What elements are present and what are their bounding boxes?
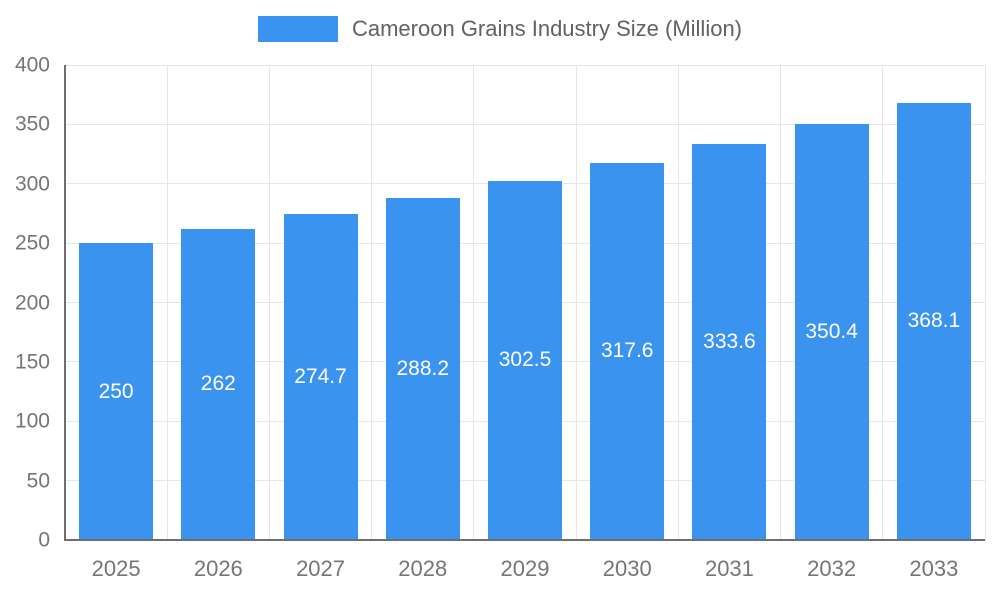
bar-value-label: 317.6 <box>600 339 654 363</box>
x-axis-line <box>64 539 985 541</box>
y-tick-label: 400 <box>14 53 50 77</box>
bar-value-label: 350.4 <box>805 319 858 343</box>
x-tick-label: 2033 <box>909 556 959 581</box>
bar-value-label: 250 <box>98 379 134 403</box>
v-gridline <box>780 65 782 540</box>
v-gridline <box>677 65 679 540</box>
y-tick-label: 300 <box>14 172 50 196</box>
bar-value-label: 288.2 <box>396 356 450 380</box>
bar-2031[interactable]: 333.6 <box>692 143 767 540</box>
bar-value-label: 274.7 <box>294 364 347 388</box>
y-tick-label: 250 <box>14 231 50 255</box>
bar-2032[interactable]: 350.4 <box>794 123 869 540</box>
y-tick-label: 50 <box>26 469 50 493</box>
x-tick-label: 2029 <box>500 556 550 581</box>
bar-2026[interactable]: 262 <box>181 228 256 540</box>
bar-2033[interactable]: 368.1 <box>896 102 971 540</box>
v-gridline <box>371 65 373 540</box>
y-tick-label: 350 <box>14 112 50 136</box>
bar-value-label: 302.5 <box>498 348 552 372</box>
bar-2028[interactable]: 288.2 <box>385 197 460 540</box>
bar-value-label: 262 <box>200 372 236 396</box>
v-gridline <box>882 65 884 540</box>
bar-2025[interactable]: 250 <box>79 243 154 540</box>
x-tick-label: 2028 <box>398 556 448 581</box>
plot-area: 250 262 274.7 288.2 302.5 317.6 333.6 350.4 368.… <box>65 64 986 541</box>
bar-2029[interactable]: 302.5 <box>488 180 562 540</box>
bar-value-label: 333.6 <box>703 329 756 353</box>
x-tick-label: 2031 <box>704 556 754 581</box>
v-gridline <box>268 65 270 540</box>
y-tick-label: 100 <box>14 409 50 433</box>
h-gridline <box>65 123 985 125</box>
x-tick-label: 2027 <box>296 556 346 581</box>
legend: Cameroon Grains Industry Size (Million) <box>0 16 1000 42</box>
y-axis-line <box>64 65 66 541</box>
x-tick-label: 2030 <box>602 556 652 581</box>
bar-2030[interactable]: 317.6 <box>590 162 665 540</box>
v-gridline <box>984 65 986 540</box>
y-axis: 0 50 100 150 200 250 300 350 400 <box>0 55 54 551</box>
legend-label: Cameroon Grains Industry Size (Million) <box>351 16 743 41</box>
x-axis: 2025 2026 2027 2028 2029 2030 2031 2032 2033 <box>65 558 985 588</box>
v-gridline <box>166 65 168 540</box>
v-gridline <box>575 65 577 540</box>
y-tick-label: 200 <box>14 291 50 314</box>
x-tick-label: 2026 <box>193 556 243 581</box>
x-tick-label: 2025 <box>91 556 141 581</box>
y-tick-label: 0 <box>38 528 50 552</box>
legend-swatch <box>257 16 338 42</box>
v-gridline <box>473 65 475 540</box>
bar-2027[interactable]: 274.7 <box>283 213 358 540</box>
h-gridline <box>65 64 985 66</box>
y-tick-label: 150 <box>14 350 50 374</box>
x-tick-label: 2032 <box>807 556 857 581</box>
bar-value-label: 368.1 <box>907 309 961 333</box>
